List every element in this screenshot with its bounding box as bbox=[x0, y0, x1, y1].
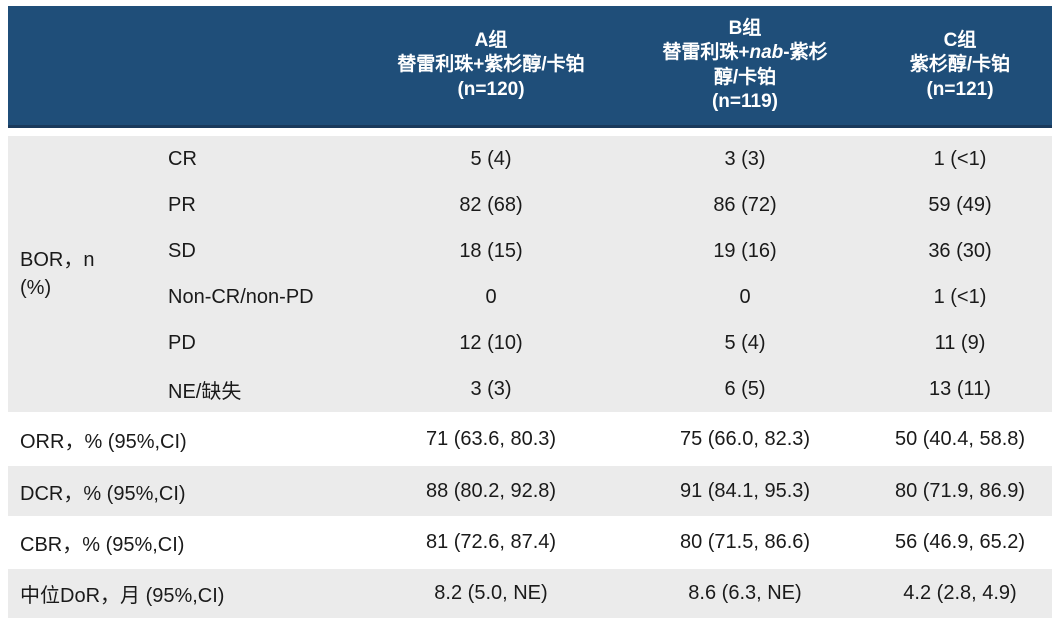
bor-pr-value-b: 86 (72) bbox=[713, 193, 777, 216]
arm-b-n: (n=119) bbox=[711, 90, 778, 112]
bor-row-label-cr: CR bbox=[168, 147, 197, 170]
median-dor-label: 中位DoR，月 (95%,CI) bbox=[20, 585, 225, 607]
arm-a-regimen: 替雷利珠+紫杉醇/卡铂 bbox=[397, 54, 585, 76]
median-dor-value-a: 8.2 (5.0, NE) bbox=[434, 582, 548, 604]
column-header-arm-c: C组 紫杉醇/卡铂 (n=121) bbox=[868, 6, 1052, 125]
cbr-label: CBR，% (95%,CI) bbox=[20, 534, 185, 556]
bor-noncr-value-b: 0 bbox=[739, 285, 751, 308]
bor-pr-value-a: 82 (68) bbox=[459, 193, 523, 216]
cbr-value-a: 81 (72.6, 87.4) bbox=[425, 531, 557, 553]
bor-cr-value-a: 5 (4) bbox=[470, 147, 512, 170]
arm-b-name: B组 bbox=[728, 17, 762, 39]
column-header-arm-a: A组 替雷利珠+紫杉醇/卡铂 (n=120) bbox=[360, 6, 622, 125]
bor-row-label-ne: NE/缺失 bbox=[168, 380, 242, 403]
orr-value-a: 71 (63.6, 80.3) bbox=[425, 427, 557, 450]
median-dor-value-c: 4.2 (2.8, 4.9) bbox=[903, 582, 1017, 604]
dcr-value-c: 80 (71.9, 86.9) bbox=[894, 479, 1026, 502]
column-header-arm-b: B组 替雷利珠+nab-紫杉醇/卡铂 (n=119) bbox=[622, 6, 868, 125]
bor-cr-value-b: 3 (3) bbox=[724, 147, 766, 170]
median-dor-row: 中位DoR，月 (95%,CI) 8.2 (5.0, NE) 8.6 (6.3,… bbox=[8, 569, 1052, 618]
orr-label: ORR，% (95%,CI) bbox=[20, 430, 187, 453]
orr-value-c: 50 (40.4, 58.8) bbox=[894, 427, 1026, 450]
cbr-row: CBR，% (95%,CI) 81 (72.6, 87.4) 80 (71.5,… bbox=[8, 518, 1052, 567]
dcr-label: DCR，% (95%,CI) bbox=[20, 482, 186, 505]
bor-pd-value-c: 11 (9) bbox=[934, 331, 986, 354]
bor-section: BOR，n (%) CR 5 (4) 3 (3) 1 (<1) PR 82 (6… bbox=[8, 136, 1052, 412]
arm-c-regimen: 紫杉醇/卡铂 bbox=[909, 54, 1011, 76]
bor-pd-value-b: 5 (4) bbox=[724, 331, 766, 354]
bor-row-label-pr: PR bbox=[168, 193, 196, 216]
dcr-value-a: 88 (80.2, 92.8) bbox=[425, 479, 557, 502]
orr-value-b: 75 (66.0, 82.3) bbox=[679, 427, 811, 450]
table-header-row: A组 替雷利珠+紫杉醇/卡铂 (n=120) B组 替雷利珠+nab-紫杉醇/卡… bbox=[8, 6, 1052, 128]
median-dor-value-b: 8.6 (6.3, NE) bbox=[688, 582, 802, 604]
bor-noncr-value-c: 1 (<1) bbox=[933, 285, 987, 308]
header-empty-cell bbox=[8, 6, 360, 125]
bor-row-label-sd: SD bbox=[168, 239, 196, 262]
arm-a-name: A组 bbox=[474, 30, 508, 52]
cbr-value-b: 80 (71.5, 86.6) bbox=[679, 531, 811, 553]
arm-c-name: C组 bbox=[943, 30, 977, 52]
bor-group-label: BOR，n (%) bbox=[20, 249, 95, 299]
bor-row-label-pd: PD bbox=[168, 331, 196, 354]
cbr-value-c: 56 (46.9, 65.2) bbox=[894, 531, 1026, 553]
bor-row-label-noncr: Non-CR/non-PD bbox=[168, 285, 314, 308]
bor-ne-value-b: 6 (5) bbox=[724, 377, 766, 400]
bor-sd-value-b: 19 (16) bbox=[713, 239, 777, 262]
dcr-row: DCR，% (95%,CI) 88 (80.2, 92.8) 91 (84.1,… bbox=[8, 466, 1052, 516]
orr-row: ORR，% (95%,CI) 71 (63.6, 80.3) 75 (66.0,… bbox=[8, 414, 1052, 464]
bor-pd-value-a: 12 (10) bbox=[459, 331, 523, 354]
bor-ne-value-c: 13 (11) bbox=[929, 377, 991, 400]
dcr-value-b: 91 (84.1, 95.3) bbox=[679, 479, 811, 502]
arm-a-n: (n=120) bbox=[457, 78, 525, 100]
arm-c-n: (n=121) bbox=[926, 78, 994, 100]
bor-sd-value-a: 18 (15) bbox=[459, 239, 523, 262]
bor-cr-value-c: 1 (<1) bbox=[933, 147, 987, 170]
bor-pr-value-c: 59 (49) bbox=[928, 193, 992, 216]
bor-sd-value-c: 36 (30) bbox=[928, 239, 992, 262]
clinical-results-table: A组 替雷利珠+紫杉醇/卡铂 (n=120) B组 替雷利珠+nab-紫杉醇/卡… bbox=[8, 6, 1052, 620]
arm-b-regimen: 替雷利珠+nab-紫杉醇/卡铂 bbox=[662, 42, 828, 88]
bor-noncr-value-a: 0 bbox=[485, 285, 497, 308]
bor-ne-value-a: 3 (3) bbox=[470, 377, 512, 400]
